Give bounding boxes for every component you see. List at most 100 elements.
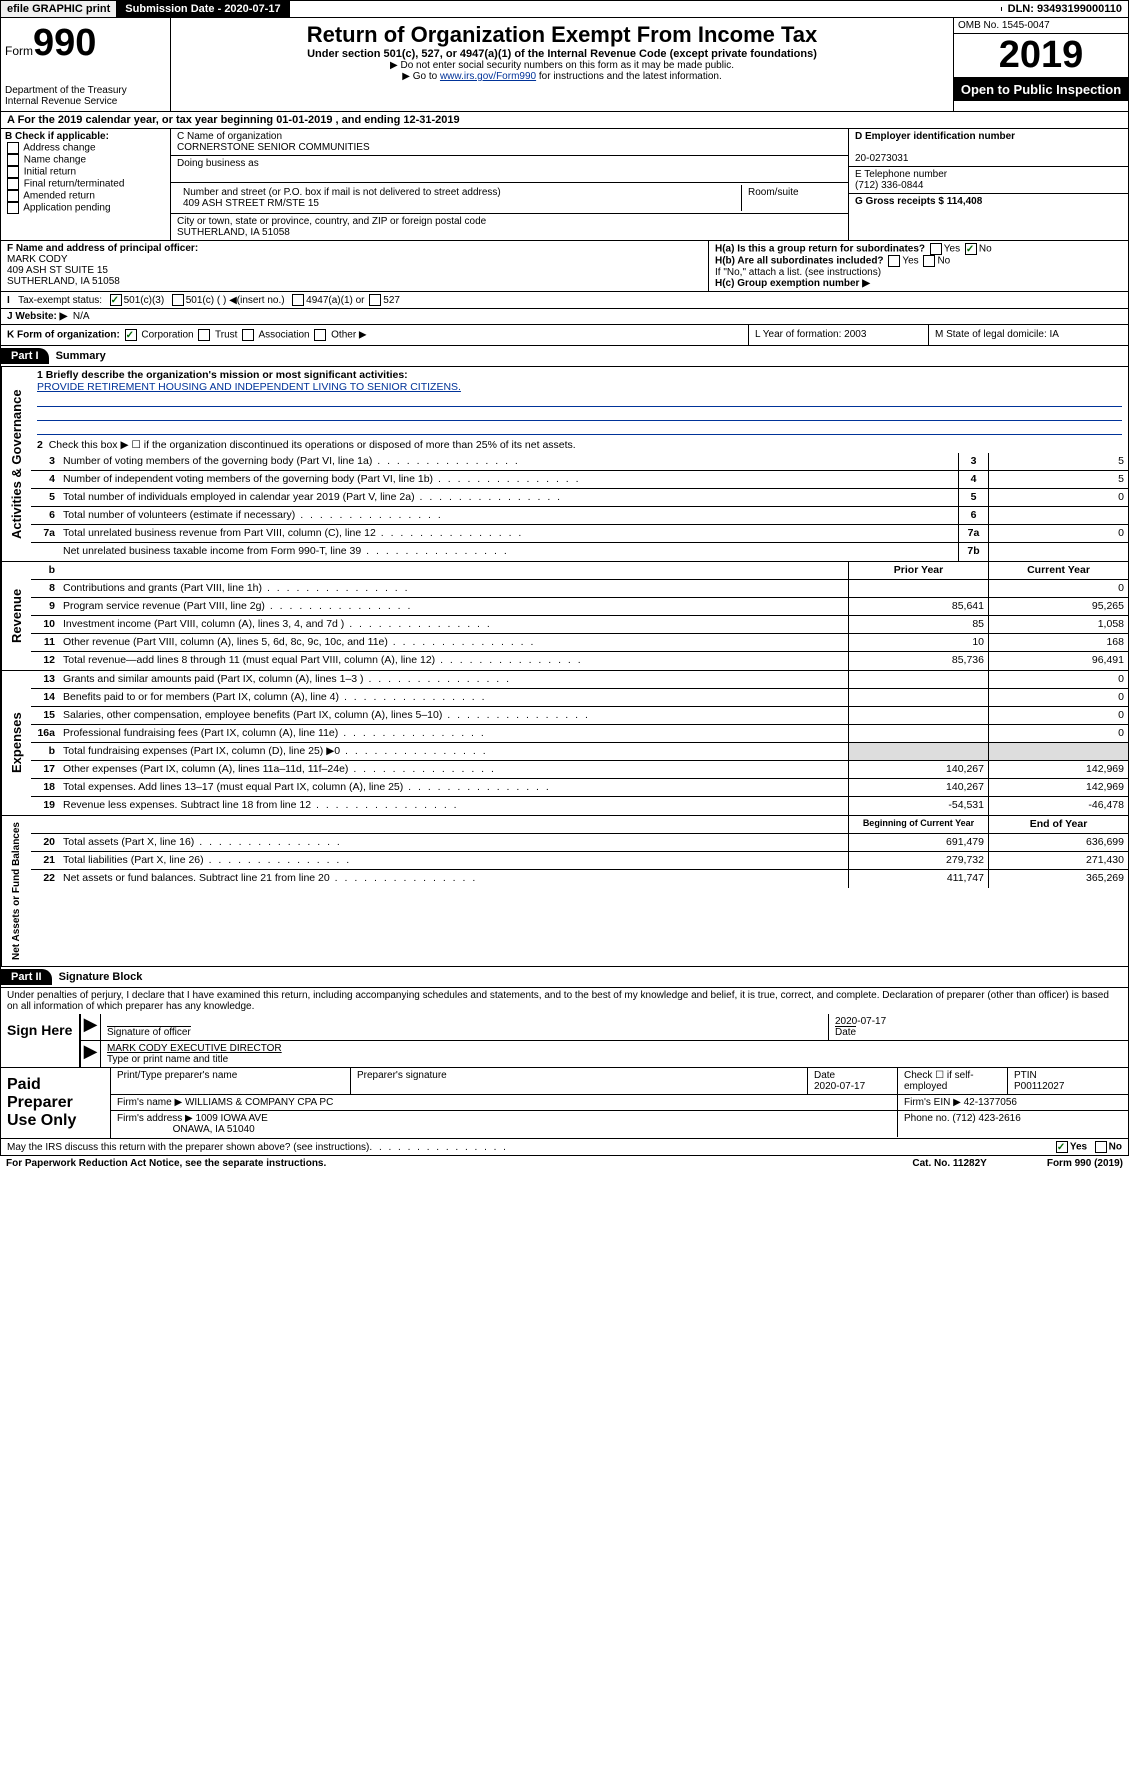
row-text: Number of voting members of the governin… <box>59 453 958 470</box>
check-amended[interactable]: Amended return <box>5 190 166 202</box>
tax-year: 2019 <box>954 34 1128 78</box>
check-final[interactable]: Final return/terminated <box>5 178 166 190</box>
dln: DLN: 93493199000110 <box>1002 1 1128 17</box>
sig-date-label: Date <box>835 1026 856 1038</box>
hb-no[interactable]: No <box>937 256 950 267</box>
instruction-1: ▶ Do not enter social security numbers o… <box>175 60 949 71</box>
form-title: Return of Organization Exempt From Incom… <box>175 22 949 48</box>
hdr2-blank <box>59 816 848 833</box>
discuss-no-check[interactable] <box>1095 1141 1107 1153</box>
row-num: 5 <box>31 489 59 506</box>
row-text: Contributions and grants (Part VIII, lin… <box>59 580 848 597</box>
row-prior <box>848 743 988 760</box>
row-text: Other expenses (Part IX, column (A), lin… <box>59 761 848 778</box>
opt-4947: 4947(a)(1) or <box>306 295 364 306</box>
pc-row: 11 Other revenue (Part VIII, column (A),… <box>31 634 1128 652</box>
firm-phone-label: Phone no. <box>904 1113 950 1124</box>
row-num <box>31 543 59 561</box>
check-address[interactable]: Address change <box>5 142 166 154</box>
efile-label[interactable]: efile GRAPHIC print <box>1 1 117 17</box>
row-text: Salaries, other compensation, employee b… <box>59 707 848 724</box>
row-text: Professional fundraising fees (Part IX, … <box>59 725 848 742</box>
paid-ptin-cell: PTINP00112027 <box>1008 1068 1128 1094</box>
officer-city: SUTHERLAND, IA 51058 <box>7 276 120 287</box>
city-row: City or town, state or province, country… <box>171 214 848 240</box>
pc-row: 9 Program service revenue (Part VIII, li… <box>31 598 1128 616</box>
row-box: 7a <box>958 525 988 542</box>
form990-link[interactable]: www.irs.gov/Form990 <box>440 71 536 82</box>
pc-row: 19 Revenue less expenses. Subtract line … <box>31 797 1128 815</box>
expenses-label: Expenses <box>1 671 31 815</box>
row-text: Net unrelated business taxable income fr… <box>59 543 958 561</box>
hb-yes[interactable]: Yes <box>902 256 918 267</box>
header-left: Form 990 Department of the Treasury Inte… <box>1 18 171 111</box>
row-num: 20 <box>31 834 59 851</box>
pc-row: b Total fundraising expenses (Part IX, c… <box>31 743 1128 761</box>
row-text: Total fundraising expenses (Part IX, col… <box>59 743 848 760</box>
pc-row: 12 Total revenue—add lines 8 through 11 … <box>31 652 1128 670</box>
row-current: 0 <box>988 707 1128 724</box>
row-box: 4 <box>958 471 988 488</box>
row-prior: 10 <box>848 634 988 651</box>
ha-no[interactable]: No <box>979 244 992 255</box>
check-corp[interactable]: ✓ <box>125 329 137 341</box>
row-current: 0 <box>988 671 1128 688</box>
check-527[interactable] <box>369 294 381 306</box>
hdr2-current: End of Year <box>988 816 1128 833</box>
discuss-yes-check[interactable]: ✓ <box>1056 1141 1068 1153</box>
row-h: H(a) Is this a group return for subordin… <box>708 241 1128 291</box>
pc-row: 18 Total expenses. Add lines 13–17 (must… <box>31 779 1128 797</box>
dba-label: Doing business as <box>177 158 842 169</box>
row-num: 17 <box>31 761 59 778</box>
check-pending[interactable]: Application pending <box>5 202 166 214</box>
opt-corp: Corporation <box>141 330 193 341</box>
sig-date: 2020-07-17Date <box>828 1014 1128 1040</box>
row-num: 16a <box>31 725 59 742</box>
paid-h5: PTIN <box>1014 1070 1037 1081</box>
org-name: CORNERSTONE SENIOR COMMUNITIES <box>177 142 842 153</box>
opt-trust: Trust <box>215 330 237 341</box>
org-name-label: C Name of organization <box>177 131 842 142</box>
paid-preparer: Paid Preparer Use Only Print/Type prepar… <box>0 1068 1129 1139</box>
row-text: Net assets or fund balances. Subtract li… <box>59 870 848 888</box>
col-b-label: B Check if applicable: <box>5 131 109 142</box>
pc-row: 13 Grants and similar amounts paid (Part… <box>31 671 1128 689</box>
row-val <box>988 507 1128 524</box>
governance-label: Activities & Governance <box>1 367 31 561</box>
pc-row: 15 Salaries, other compensation, employe… <box>31 707 1128 725</box>
row-prior <box>848 725 988 742</box>
row-fh: F Name and address of principal officer:… <box>0 241 1129 292</box>
check-assoc[interactable] <box>242 329 254 341</box>
firm-phone: (712) 423-2616 <box>952 1113 1020 1124</box>
netassets-label: Net Assets or Fund Balances <box>1 816 31 966</box>
check-4947[interactable] <box>292 294 304 306</box>
check-501c3[interactable]: ✓ <box>110 294 122 306</box>
hdr-prior: Prior Year <box>848 562 988 579</box>
check-name[interactable]: Name change <box>5 154 166 166</box>
check-initial[interactable]: Initial return <box>5 166 166 178</box>
section-bcd: B Check if applicable: Address change Na… <box>0 129 1129 241</box>
row-current: 142,969 <box>988 779 1128 796</box>
opt-other: Other ▶ <box>331 330 366 341</box>
sig-officer-label: Signature of officer <box>107 1026 191 1038</box>
header-right: OMB No. 1545-0047 2019 Open to Public In… <box>953 18 1128 111</box>
check-other[interactable] <box>314 329 326 341</box>
check-501c[interactable] <box>172 294 184 306</box>
row-i: I Tax-exempt status: ✓ 501(c)(3) 501(c) … <box>0 292 1129 309</box>
check-trust[interactable] <box>198 329 210 341</box>
row-prior: 85,641 <box>848 598 988 615</box>
col-b: B Check if applicable: Address change Na… <box>1 129 171 240</box>
ha-yes[interactable]: Yes <box>944 244 960 255</box>
row-text: Benefits paid to or for members (Part IX… <box>59 689 848 706</box>
paid-h4[interactable]: Check ☐ if self-employed <box>898 1068 1008 1094</box>
line1-label: 1 Briefly describe the organization's mi… <box>37 369 408 381</box>
row-current: 0 <box>988 580 1128 597</box>
row-current: 96,491 <box>988 652 1128 670</box>
pc-row: 21 Total liabilities (Part X, line 26) 2… <box>31 852 1128 870</box>
row-num: 10 <box>31 616 59 633</box>
row-current: 168 <box>988 634 1128 651</box>
part1-header: Part I Summary <box>0 346 1129 367</box>
discuss-row: May the IRS discuss this return with the… <box>0 1139 1129 1156</box>
phone-row: E Telephone number (712) 336-0844 <box>849 167 1128 194</box>
row-num: 7a <box>31 525 59 542</box>
